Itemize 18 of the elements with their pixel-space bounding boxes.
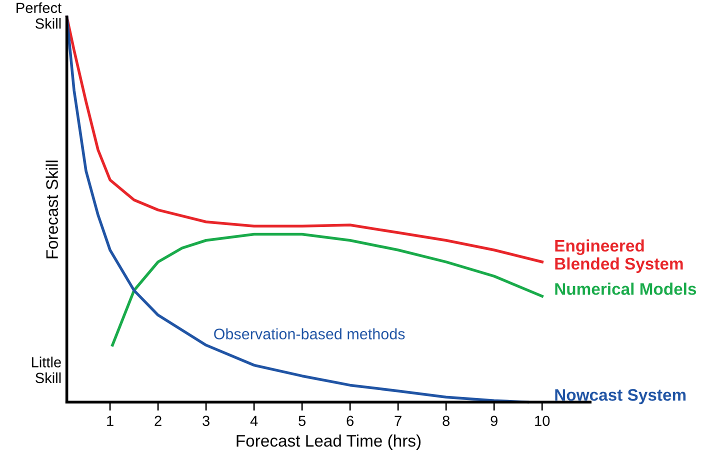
- x-tick-label: 9: [490, 416, 498, 426]
- x-tick-label: 5: [298, 416, 306, 426]
- x-tick-label: 1: [107, 416, 114, 426]
- x-tick-label: 2: [154, 416, 162, 426]
- text: Little Skill: [32, 356, 61, 384]
- x-tick-label: 4: [250, 416, 258, 426]
- x-tick-label: 3: [202, 416, 210, 426]
- x-axis-title: Forecast Lead Time (hrs): [236, 434, 421, 450]
- x-tick-label: 6: [346, 416, 354, 426]
- annotation: Observation-based methods: [214, 328, 405, 340]
- text: Perfect Skill: [16, 2, 62, 29]
- y-axis-title: Forecast Skill: [46, 160, 58, 258]
- series-label: Engineered Blended System: [555, 239, 683, 273]
- x-tick-label: 7: [394, 416, 402, 426]
- series-label: Numerical Models: [555, 282, 696, 295]
- x-tick-label: 8: [442, 416, 450, 426]
- x-tick-label: 10: [535, 416, 550, 426]
- series-label: Nowcast System: [555, 389, 686, 404]
